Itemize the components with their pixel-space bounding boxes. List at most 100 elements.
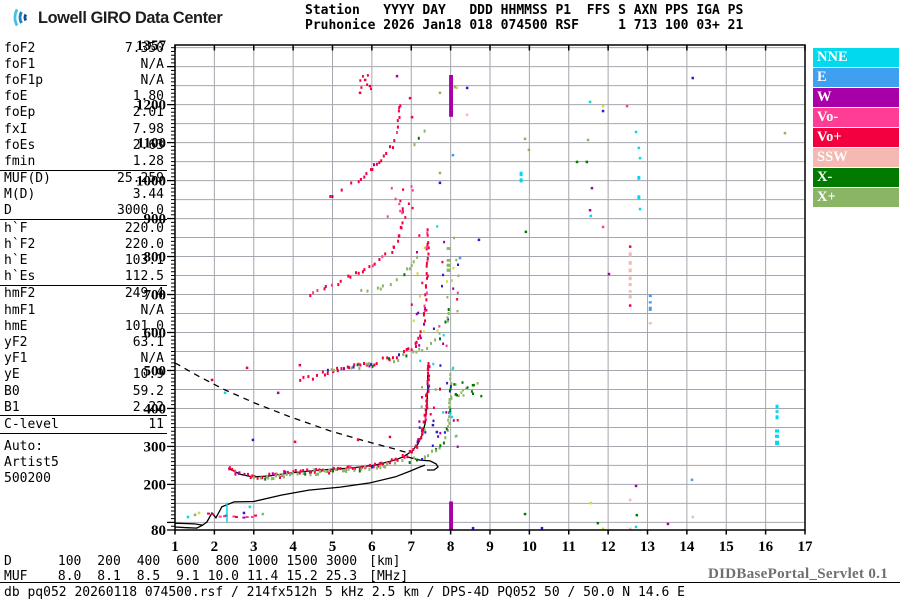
parameter-row: fmin 1.28 xyxy=(0,153,167,169)
autoscaling-info: Auto: Artist5 500200 xyxy=(0,439,167,488)
trace-cusp-hook xyxy=(407,456,439,471)
scale-value: 600 xyxy=(176,554,200,569)
svg-text:7: 7 xyxy=(408,539,416,555)
parameter-value: 101.0 xyxy=(124,318,164,334)
echo-trace-1F-O xyxy=(228,362,431,480)
legend-item-e: E xyxy=(813,68,899,87)
svg-text:9: 9 xyxy=(486,539,494,555)
spread-noise xyxy=(359,74,483,448)
scale-value: 800 xyxy=(215,554,239,569)
scale-value: 3000 xyxy=(325,554,358,569)
echo-trace-2F-X xyxy=(326,308,450,372)
svg-text:500: 500 xyxy=(144,363,167,379)
plot-border xyxy=(174,44,806,531)
parameter-value: N/A xyxy=(140,56,164,72)
parameter-value: 3000.0 xyxy=(117,203,164,219)
parameter-value: 2.22 xyxy=(132,399,164,415)
scale-value: 100 xyxy=(57,554,82,569)
scale-value: 1000 xyxy=(247,554,279,569)
axis-labels: 1357120011001000900800700600500400300200… xyxy=(136,38,813,555)
svg-text:1200: 1200 xyxy=(136,98,166,114)
parameter-row: foE 1.80 xyxy=(0,89,167,105)
parameter-label: h`F xyxy=(4,220,28,236)
svg-text:1357: 1357 xyxy=(136,38,167,54)
parameter-label: foF2 xyxy=(4,40,36,56)
svg-text:6: 6 xyxy=(368,539,376,555)
parameter-row: hmF2 249.4 xyxy=(0,286,167,302)
parameter-label: yE xyxy=(4,367,20,383)
legend-item-vominus: Vo- xyxy=(813,108,899,127)
parameter-row: foEp 2.01 xyxy=(0,105,167,121)
scale-value: 15.2 xyxy=(286,569,318,584)
parameter-label: foF1 xyxy=(4,56,36,72)
scale-value: 9.1 xyxy=(176,569,200,584)
echo-trace-2F-O xyxy=(299,228,430,382)
echo-trace-3F-O xyxy=(309,207,404,298)
parameter-label: hmF1 xyxy=(4,302,36,318)
scale-value: 8.0 xyxy=(57,569,82,584)
scale-value: 25.3 xyxy=(325,569,358,584)
parameter-group: MUF(D) 25.259 M(D) 3.44 D 3000.0 xyxy=(0,169,167,220)
parameter-row: h`F 220.0 xyxy=(0,220,167,236)
parameter-value: 3.44 xyxy=(132,187,164,203)
parameter-row: B1 2.22 xyxy=(0,399,167,415)
svg-text:1: 1 xyxy=(171,539,179,555)
svg-text:1100: 1100 xyxy=(137,136,166,152)
autoscaling-line: Artist5 xyxy=(4,454,59,470)
legend-item-w: W xyxy=(813,88,899,107)
legend-item-voplus: Vo+ xyxy=(813,128,899,147)
echo-trace-4F-X xyxy=(413,129,426,147)
parameter-row: C-level 11 xyxy=(0,416,167,432)
parameter-group: C-level 11 xyxy=(0,415,167,434)
parameter-label: MUF(D) xyxy=(4,171,51,187)
parameter-value: 2.63 xyxy=(132,137,164,153)
svg-text:5: 5 xyxy=(329,539,337,555)
parameter-label: foE xyxy=(4,89,28,105)
svg-text:4: 4 xyxy=(289,539,297,555)
parameter-value: 1.80 xyxy=(132,89,164,105)
parameter-label: foF1p xyxy=(4,72,44,88)
svg-text:17: 17 xyxy=(798,539,814,555)
parameter-label: fmin xyxy=(4,153,36,169)
echo-trace-3F-X xyxy=(360,255,419,293)
station-header-line2: Pruhonice 2026 Jan18 018 074500 RSF 1 71… xyxy=(305,17,744,33)
legend-item-xplus: X+ xyxy=(813,188,899,207)
parameter-label: C-level xyxy=(4,416,59,432)
scale-value: 11.4 xyxy=(247,569,279,584)
svg-text:2: 2 xyxy=(211,539,219,555)
muf-transmission-curve xyxy=(174,362,409,454)
status-divider xyxy=(0,582,900,583)
scale-value: 400 xyxy=(136,554,161,569)
status-bar: db pq052 20260118 074500.rsf / 214fx512h… xyxy=(4,585,685,600)
scale-row-label: D xyxy=(4,554,12,569)
parameter-row: foF1p N/A xyxy=(0,72,167,88)
autoscaling-line: Auto: xyxy=(4,438,44,454)
parameter-row: fxI 7.98 xyxy=(0,121,167,137)
svg-text:900: 900 xyxy=(144,212,167,228)
autoscaling-line: 500200 xyxy=(4,470,51,486)
svg-text:16: 16 xyxy=(758,539,774,555)
svg-text:13: 13 xyxy=(640,539,655,555)
parameter-label: yF2 xyxy=(4,334,28,350)
parameter-row: MUF(D) 25.259 xyxy=(0,171,167,187)
plot-grid xyxy=(175,45,805,530)
parameter-row: hmF1 N/A xyxy=(0,302,167,318)
parameter-value: N/A xyxy=(140,302,164,318)
profile-e-region xyxy=(174,524,204,529)
parameter-label: fxI xyxy=(4,121,28,137)
parameter-row: h`Es 112.5 xyxy=(0,269,167,285)
svg-text:800: 800 xyxy=(144,250,167,266)
parameter-value: 7.350 xyxy=(124,40,164,56)
parameter-row: foF1 N/A xyxy=(0,56,167,72)
parameter-value: N/A xyxy=(140,351,164,367)
parameter-group: hmF2 249.4 hmF1 N/A hmE 101.0 yF2 63.1 yF1 N/A yE 1… xyxy=(0,284,167,416)
parameter-value: 103.1 xyxy=(124,253,164,269)
parameter-label: h`E xyxy=(4,253,28,269)
parameter-panel: foF2 7.350 foF1 N/A foF1p N/A foE 1.80 foEp 2.01 f… xyxy=(0,40,167,487)
parameter-value: 59.2 xyxy=(132,383,164,399)
legend-item-ssw: SSW xyxy=(813,148,899,167)
parameter-group: foF2 7.350 foF1 N/A foF1p N/A foE 1.80 foEp 2.01 f… xyxy=(0,40,167,170)
scale-unit: [km] xyxy=(369,554,401,569)
